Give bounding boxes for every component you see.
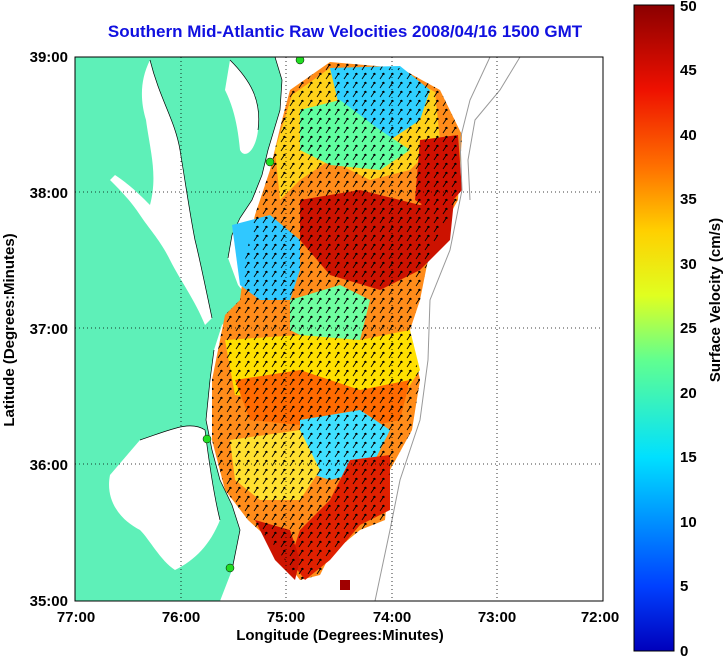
x-axis: 77:00 76:00 75:00 74:00 73:00 72:00 Long… xyxy=(57,609,619,644)
y-axis-label: Latitude (Degrees:Minutes) xyxy=(1,233,18,426)
x-tick-label: 75:00 xyxy=(267,609,305,626)
colorbar-tick-label: 35 xyxy=(680,191,697,208)
colorbar-tick-label: 0 xyxy=(680,643,688,659)
map-title: Southern Mid-Atlantic Raw Velocities 200… xyxy=(107,22,583,41)
x-axis-label: Longitude (Degrees:Minutes) xyxy=(236,627,444,644)
velocity-field xyxy=(212,62,462,590)
y-tick-label: 37:00 xyxy=(30,321,68,338)
grid-lines xyxy=(75,57,603,601)
x-tick-label: 72:00 xyxy=(581,609,619,626)
colorbar-tick-label: 40 xyxy=(680,127,697,144)
station-marker xyxy=(265,157,275,167)
colorbar-tick-label: 15 xyxy=(680,449,697,466)
x-tick-label: 76:00 xyxy=(162,609,200,626)
station-marker xyxy=(225,563,235,573)
colorbar-tick-label: 25 xyxy=(680,320,697,337)
colorbar-tick-label: 50 xyxy=(680,0,697,15)
colorbar-tick-label: 30 xyxy=(680,256,697,273)
chesapeake-bay xyxy=(110,60,212,325)
y-tick-label: 38:00 xyxy=(30,185,68,202)
colorbar-tick-label: 5 xyxy=(680,578,688,595)
y-tick-label: 39:00 xyxy=(30,49,68,66)
x-tick-label: 77:00 xyxy=(57,609,95,626)
coastline-detail xyxy=(139,57,283,571)
station-marker xyxy=(202,434,212,444)
colorbar: 50 45 40 35 30 25 20 15 10 5 0 Surface V… xyxy=(633,0,724,659)
colorbar-gradient xyxy=(633,4,675,652)
y-tick-label: 35:00 xyxy=(30,593,68,610)
y-tick-label: 36:00 xyxy=(30,457,68,474)
delaware-bay xyxy=(225,60,259,154)
radar-stations xyxy=(202,57,305,573)
shelf-contour xyxy=(374,57,491,601)
colorbar-label: Surface Velocity (cm/s) xyxy=(707,218,724,382)
x-tick-label: 74:00 xyxy=(373,609,411,626)
colorbar-tick-label: 10 xyxy=(680,514,697,531)
y-axis: 39:00 38:00 37:00 36:00 35:00 Latitude (… xyxy=(1,49,68,610)
plot-frame xyxy=(74,56,604,602)
colorbar-tick-label: 45 xyxy=(680,62,697,79)
pamlico-sound xyxy=(109,425,220,570)
x-tick-label: 73:00 xyxy=(478,609,516,626)
shelf-contour-2 xyxy=(467,57,521,201)
colorbar-tick-label: 20 xyxy=(680,385,697,402)
station-marker xyxy=(295,57,305,65)
